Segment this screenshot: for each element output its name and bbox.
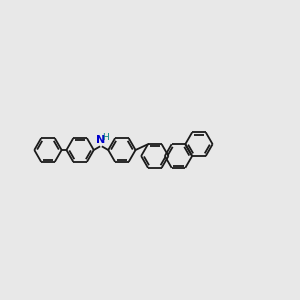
Text: N: N [96, 135, 106, 145]
Text: H: H [102, 133, 109, 142]
